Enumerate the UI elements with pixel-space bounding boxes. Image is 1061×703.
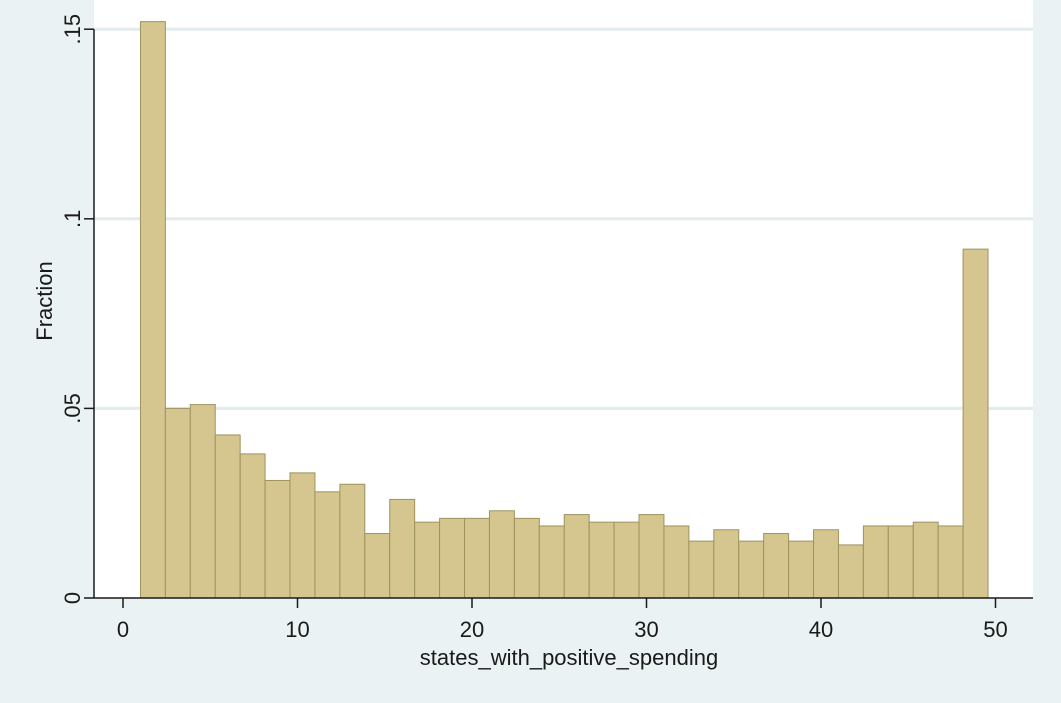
y-axis-title: Fraction xyxy=(32,261,57,340)
y-tick-label: 0 xyxy=(60,592,85,604)
histogram-bar xyxy=(389,498,416,599)
histogram-bar xyxy=(663,525,690,599)
histogram-bar xyxy=(962,248,989,599)
histogram-bar xyxy=(538,525,565,599)
x-axis: 0 10 20 30 40 50 xyxy=(94,597,1033,642)
x-tick-label: 40 xyxy=(809,617,833,642)
histogram-bar xyxy=(813,529,839,599)
histogram-bar xyxy=(563,514,590,599)
histogram-bar xyxy=(164,407,191,599)
histogram-bar xyxy=(364,533,391,599)
x-tick-label: 0 xyxy=(117,617,129,642)
bars xyxy=(139,21,989,599)
histogram-bar xyxy=(239,453,266,599)
y-axis: 0 .05 .1 .15 xyxy=(60,14,95,604)
y-tick-label: .05 xyxy=(60,393,85,424)
histogram-bar xyxy=(837,544,864,599)
x-tick-label: 20 xyxy=(460,617,484,642)
histogram-bar xyxy=(738,540,765,599)
histogram-bar xyxy=(214,434,241,599)
histogram-bar xyxy=(862,525,889,599)
grid-lines xyxy=(94,27,1033,410)
histogram-bar xyxy=(264,479,291,599)
histogram-bar xyxy=(289,472,316,599)
histogram-bar xyxy=(912,521,939,599)
histogram-bar xyxy=(763,533,790,599)
histogram-bar xyxy=(638,514,665,599)
y-tick-label: .15 xyxy=(60,14,85,45)
histogram-bar xyxy=(189,404,216,599)
histogram-bar xyxy=(688,540,715,599)
x-tick-label: 10 xyxy=(285,617,309,642)
histogram-bar xyxy=(339,483,366,599)
histogram-bar xyxy=(588,521,615,599)
histogram-bar xyxy=(937,525,964,599)
x-tick-label: 50 xyxy=(983,617,1007,642)
histogram-bar xyxy=(414,521,441,599)
histogram-bar xyxy=(439,517,466,599)
x-tick-label: 30 xyxy=(634,617,658,642)
histogram-bar xyxy=(464,517,490,599)
histogram-bar xyxy=(788,540,815,599)
x-axis-title: states_with_positive_spending xyxy=(420,645,718,670)
histogram-bar xyxy=(613,521,640,599)
histogram-bar xyxy=(713,529,740,599)
histogram-bar xyxy=(139,21,166,599)
histogram-bar xyxy=(488,510,515,599)
y-tick-label: .1 xyxy=(60,210,85,228)
histogram-bar xyxy=(513,517,540,599)
histogram-bar xyxy=(314,491,341,599)
histogram-bar xyxy=(887,525,914,599)
